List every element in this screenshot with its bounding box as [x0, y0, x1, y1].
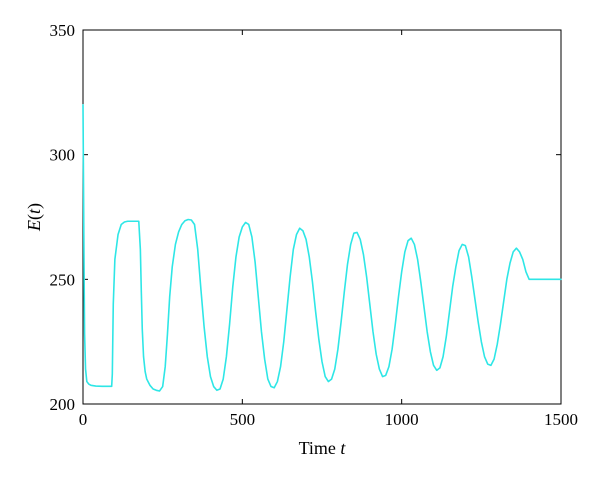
series-line-0 [82, 104, 562, 392]
y-axis-title-var: E [24, 220, 44, 232]
y-tick-label: 300 [50, 146, 76, 165]
series-layer [82, 104, 562, 392]
y-tick-label: 200 [50, 395, 76, 414]
y-tick-label: 250 [50, 270, 76, 289]
x-tick-label: 1500 [544, 410, 578, 429]
x-tick-label: 0 [79, 410, 88, 429]
plot-frame [82, 29, 562, 405]
x-tick-label: 1000 [385, 410, 419, 429]
x-axis-title-var: t [340, 438, 346, 458]
x-tick-label: 500 [230, 410, 256, 429]
x-axis-title: Time t [299, 438, 347, 458]
y-axis-title-open: ( [24, 214, 45, 220]
x-axis-title-text: Time [299, 438, 341, 458]
y-tick-label: 350 [50, 21, 76, 40]
y-axis-title-arg: t [24, 208, 44, 214]
tick-labels: 0 500 1000 1500 200 250 300 350 [50, 21, 579, 429]
y-axis-title-close: ) [24, 203, 45, 209]
y-axis-title: E(t) [24, 203, 45, 232]
plot-area [82, 29, 562, 405]
